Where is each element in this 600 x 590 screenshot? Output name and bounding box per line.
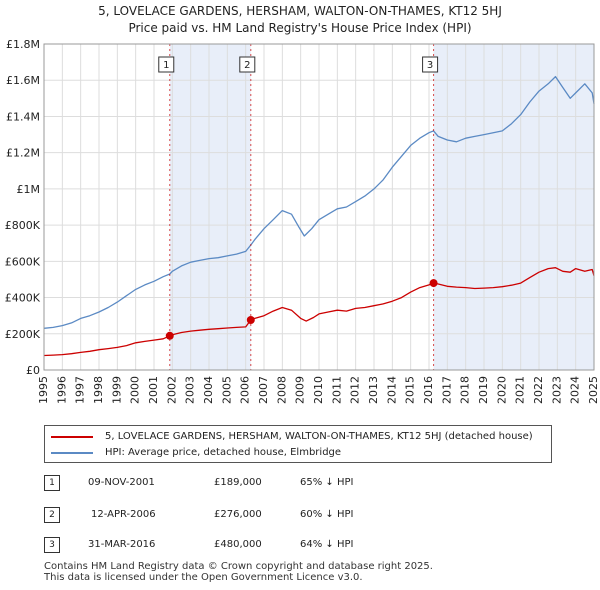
sale-markers: 1 2 3 xyxy=(158,44,439,370)
transaction-hpi-diff: 65% ↓ HPI xyxy=(300,477,354,488)
x-tick-label: 2011 xyxy=(330,376,343,404)
legend-swatch-blue xyxy=(51,452,93,454)
x-tick-label: 1997 xyxy=(74,376,87,404)
x-tick-label: 2017 xyxy=(440,376,453,404)
sale-marker-box xyxy=(158,56,175,73)
x-tick-label: 2010 xyxy=(312,376,325,404)
x-tick-label: 2005 xyxy=(220,376,233,404)
x-tick-label: 2019 xyxy=(477,376,490,404)
transaction-hpi-diff: 60% ↓ HPI xyxy=(300,509,354,520)
transaction-date: 31-MAR-2016 xyxy=(88,539,156,550)
transaction-row: 2 12-APR-2006 £276,000 60% ↓ HPI xyxy=(44,505,564,525)
x-tick-label: 2009 xyxy=(294,376,307,404)
y-tick-label: £1M xyxy=(17,183,41,196)
property-price-line xyxy=(43,267,595,357)
legend-swatch-red xyxy=(51,436,93,438)
x-tick-label: 1998 xyxy=(92,376,105,404)
x-tick-label: 2013 xyxy=(367,376,380,404)
footer-licence: This data is licensed under the Open Gov… xyxy=(44,572,363,583)
x-tick-label: 2025 xyxy=(587,376,600,404)
x-tick-label: 2018 xyxy=(459,376,472,404)
transaction-row: 3 31-MAR-2016 £480,000 64% ↓ HPI xyxy=(44,535,564,555)
legend: 5, LOVELACE GARDENS, HERSHAM, WALTON-ON-… xyxy=(44,425,552,463)
x-tick-label: 2003 xyxy=(184,376,197,404)
y-tick-label: £200K xyxy=(5,328,41,341)
x-tick-label: 2001 xyxy=(147,376,160,404)
line-chart: 1 2 3 1995 1996 1997 1998 1999 2000 2001 2002 2003… xyxy=(5,38,600,404)
transaction-number-badge: 3 xyxy=(44,537,60,553)
x-tick-label: 2014 xyxy=(385,376,398,404)
y-tick-label: £1.2M xyxy=(6,147,40,160)
sale-marker-box xyxy=(422,56,439,73)
transaction-date: 09-NOV-2001 xyxy=(88,477,155,488)
y-tick-label: £1.6M xyxy=(6,74,40,87)
x-tick-label: 2015 xyxy=(404,376,417,404)
axis-labels: 1995 1996 1997 1998 1999 2000 2001 2002 2003 2004… xyxy=(5,38,600,404)
y-tick-label: £0 xyxy=(26,364,40,377)
sale-marker-box xyxy=(239,56,256,73)
x-tick-label: 2020 xyxy=(495,376,508,404)
x-tick-label: 2012 xyxy=(349,376,362,404)
x-tick-label: 2008 xyxy=(275,376,288,404)
x-tick-label: 2024 xyxy=(569,376,582,404)
footer-copyright: Contains HM Land Registry data © Crown c… xyxy=(44,561,433,572)
x-tick-label: 1995 xyxy=(37,376,50,404)
x-tick-label: 2002 xyxy=(165,376,178,404)
x-tick-label: 2022 xyxy=(532,376,545,404)
x-tick-label: 2023 xyxy=(550,376,563,404)
x-tick-label: 2021 xyxy=(514,376,527,404)
sale-marker-label: 2 xyxy=(244,60,250,71)
y-tick-label: £1.8M xyxy=(6,38,40,51)
x-tick-label: 2000 xyxy=(129,376,142,404)
x-tick-label: 2004 xyxy=(202,376,215,404)
y-tick-label: £400K xyxy=(5,292,41,305)
y-tick-label: £600K xyxy=(5,255,41,268)
x-tick-label: 2016 xyxy=(422,376,435,404)
x-tick-label: 1996 xyxy=(55,376,68,404)
series-lines xyxy=(43,75,595,357)
y-tick-label: £800K xyxy=(5,219,41,232)
x-tick-label: 2006 xyxy=(239,376,252,404)
x-tick-label: 2007 xyxy=(257,376,270,404)
plot-area-border xyxy=(43,43,595,371)
transaction-number-badge: 1 xyxy=(44,475,60,491)
sale-point xyxy=(429,279,438,288)
transaction-date: 12-APR-2006 xyxy=(91,509,156,520)
chart-title-line2: Price paid vs. HM Land Registry's House … xyxy=(128,21,472,35)
shaded-periods xyxy=(169,44,594,370)
y-tick-label: £1.4M xyxy=(6,110,40,123)
shaded-period xyxy=(433,44,594,370)
sale-point xyxy=(246,316,255,325)
shaded-period xyxy=(169,44,251,370)
sale-marker-label: 3 xyxy=(427,60,433,71)
transaction-price: £189,000 xyxy=(214,477,262,488)
grid-lines xyxy=(43,43,595,371)
sale-marker-label: 1 xyxy=(163,60,169,71)
x-tick-label: 1999 xyxy=(110,376,123,404)
transaction-price: £276,000 xyxy=(214,509,262,520)
chart-title-line1: 5, LOVELACE GARDENS, HERSHAM, WALTON-ON-… xyxy=(98,4,502,18)
transaction-price: £480,000 xyxy=(214,539,262,550)
transaction-hpi-diff: 64% ↓ HPI xyxy=(300,539,354,550)
transaction-number-badge: 2 xyxy=(44,507,60,523)
transaction-row: 1 09-NOV-2001 £189,000 65% ↓ HPI xyxy=(44,473,564,493)
hpi-line xyxy=(43,75,595,329)
sale-point xyxy=(165,331,174,340)
legend-label-property: 5, LOVELACE GARDENS, HERSHAM, WALTON-ON-… xyxy=(105,431,533,442)
legend-label-hpi: HPI: Average price, detached house, Elmb… xyxy=(105,447,342,458)
